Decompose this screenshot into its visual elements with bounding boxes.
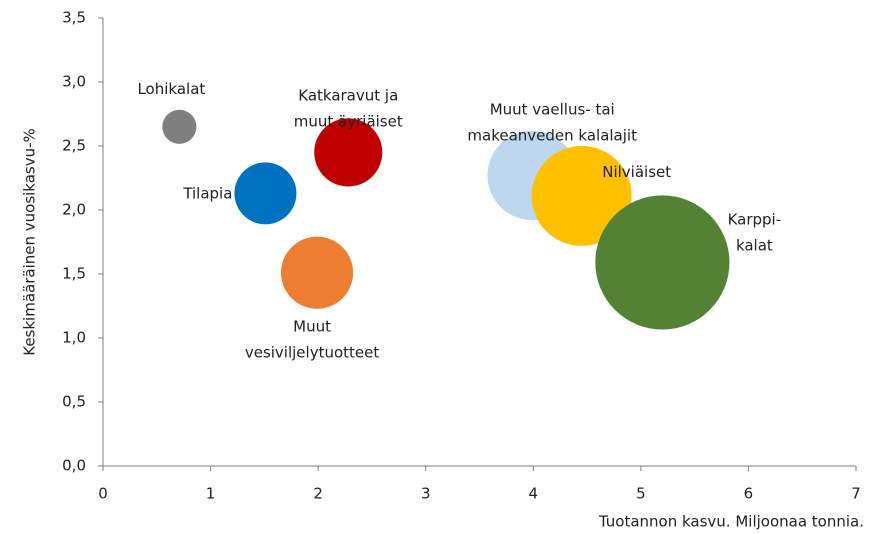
y-tick-label: 2,5: [62, 137, 86, 155]
bubble-label: Muut vesiviljelytuotteet: [245, 317, 380, 361]
label-line: vesiviljelytuotteet: [245, 343, 380, 361]
label-line: muut äyriäiset: [294, 112, 403, 130]
bubble-label: Nilviäiset: [602, 162, 671, 180]
label-line: Lohikalat: [137, 79, 205, 97]
y-tick-label: 2,0: [62, 201, 86, 219]
y-tick-label: 3,5: [62, 9, 86, 27]
y-axis-title: Keskimääräinen vuosikasvu-%: [21, 128, 39, 356]
label-line: Tilapia: [182, 184, 232, 202]
y-tick-label: 0,0: [62, 457, 86, 475]
bubble-label: Karppi-kalat: [728, 210, 782, 254]
label-line: Karppi-: [728, 210, 782, 228]
x-tick-label: 2: [313, 485, 323, 503]
bubble: [234, 162, 297, 225]
x-tick-label: 0: [98, 485, 108, 503]
x-tick-label: 3: [421, 485, 431, 503]
x-tick-label: 6: [744, 485, 754, 503]
x-tick-label: 1: [206, 485, 216, 503]
bubble-label: Muut vaellus- tai makeanveden kalalajit: [467, 100, 637, 144]
label-line: Katkaravut ja: [298, 86, 398, 104]
label-line: Nilviäiset: [602, 162, 671, 180]
bubble-label: Tilapia: [182, 184, 232, 202]
bubble: [281, 236, 354, 309]
bubble: [595, 195, 730, 330]
label-line: makeanveden kalalajit: [467, 126, 637, 144]
x-tick-label: 7: [851, 485, 861, 503]
bubble-label: Lohikalat: [137, 79, 205, 97]
bubble: [314, 118, 383, 187]
bubble: [531, 145, 632, 246]
y-tick-label: 3,0: [62, 73, 86, 91]
x-tick-label: 4: [529, 485, 539, 503]
label-line: Muut: [293, 317, 331, 335]
label-line: kalat: [736, 236, 773, 254]
y-tick-label: 1,5: [62, 265, 86, 283]
y-tick-label: 0,5: [62, 393, 86, 411]
bubble-label: Katkaravut ja muut äyriäiset: [294, 86, 403, 130]
x-axis-title: Tuotannon kasvu. Miljoonaa tonnia.: [598, 513, 864, 531]
x-tick-label: 5: [636, 485, 646, 503]
bubble: [162, 109, 197, 144]
y-tick-label: 1,0: [62, 329, 86, 347]
label-line: Muut vaellus- tai: [490, 100, 615, 118]
